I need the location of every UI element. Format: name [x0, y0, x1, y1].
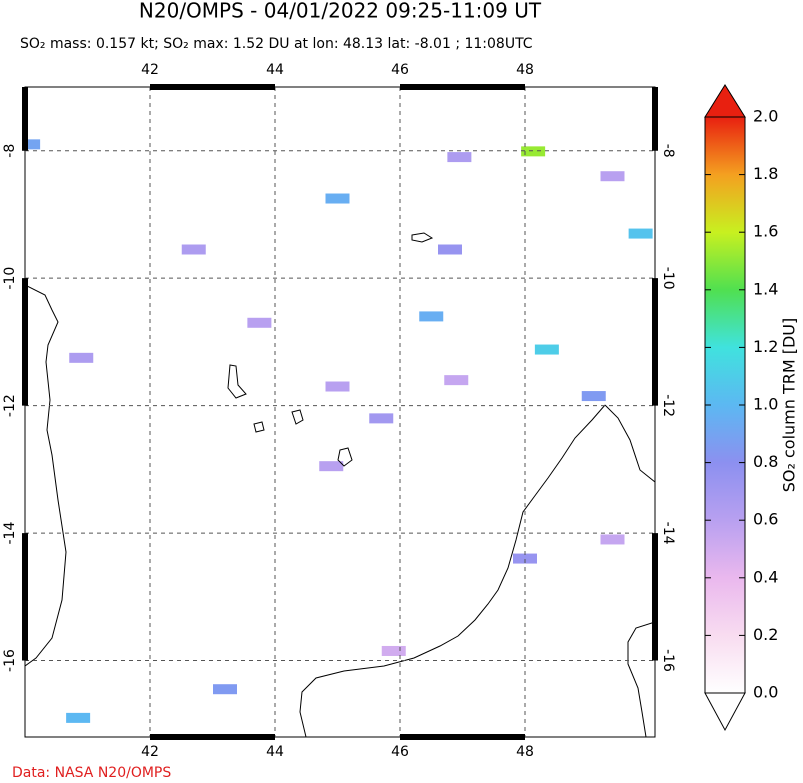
- colorbar-tick-label: 0.6: [753, 510, 778, 529]
- so2-pixel: [447, 152, 472, 163]
- so2-pixel: [513, 553, 537, 564]
- colorbar-tick-label: 0.0: [753, 683, 778, 702]
- so2-pixel: [600, 171, 625, 182]
- so2-pixel: [25, 139, 41, 150]
- so2-pixel: [247, 317, 272, 328]
- so2-pixel: [181, 244, 206, 255]
- y-tick-label: -8: [2, 144, 18, 158]
- so2-pixel: [438, 244, 462, 255]
- so2-pixel: [369, 413, 394, 424]
- x-tick-label: 44: [266, 744, 284, 760]
- so2-pixel: [628, 228, 653, 239]
- y-tick-label: -16: [660, 649, 676, 672]
- y-tick-label: -16: [2, 649, 18, 672]
- colorbar-tick-label: 2.0: [753, 107, 778, 126]
- colorbar-under: [704, 692, 746, 732]
- colorbar-tick-label: 1.2: [753, 337, 778, 356]
- so2-pixel: [521, 146, 546, 157]
- x-tick-label: 42: [141, 744, 159, 760]
- coastlines: [25, 232, 655, 737]
- colorbar-tick-label: 1.8: [753, 164, 778, 183]
- y-tick-label: -12: [660, 394, 676, 417]
- so2-pixel: [381, 645, 406, 656]
- so2-pixel: [325, 381, 350, 392]
- y-tick-label: -8: [660, 144, 676, 158]
- x-tick-label: 48: [516, 744, 534, 760]
- chart-subtitle: SO₂ mass: 0.157 kt; SO₂ max: 1.52 DU at …: [20, 36, 533, 52]
- x-tick-label: 44: [266, 62, 284, 78]
- colorbar-tick-label: 0.2: [753, 625, 778, 644]
- map-frame: [24, 86, 656, 738]
- so2-pixel: [325, 193, 350, 204]
- colorbar-tick-label: 1.0: [753, 395, 778, 414]
- x-tick-label: 48: [516, 62, 534, 78]
- y-tick-label: -12: [2, 394, 18, 417]
- colorbar-tick-label: 1.6: [753, 222, 778, 241]
- so2-pixel: [69, 352, 94, 363]
- colorbar-tick-label: 0.4: [753, 567, 778, 586]
- data-layer: [25, 139, 653, 723]
- so2-pixel: [419, 311, 444, 322]
- footer: Data: NASA N20/OMPS: [12, 765, 171, 781]
- x-tick-label: 46: [391, 62, 409, 78]
- so2-pixel: [213, 684, 237, 695]
- so2-pixel: [444, 375, 469, 386]
- y-tick-label: -10: [660, 267, 676, 290]
- so2-pixel: [581, 391, 606, 402]
- colorbar-tick-label: 0.8: [753, 452, 778, 471]
- so2-pixel: [319, 461, 344, 472]
- colorbar-tick-label: 1.4: [753, 279, 778, 298]
- colorbar-over: [704, 84, 746, 118]
- colorbar-label: SO₂ column TRM [DU]: [780, 318, 799, 493]
- y-tick-label: -10: [2, 267, 18, 290]
- so2-pixel: [66, 712, 91, 723]
- chart-title: N20/OMPS - 04/01/2022 09:25-11:09 UT: [139, 0, 542, 23]
- y-tick-label: -14: [2, 522, 18, 545]
- y-tick-label: -14: [660, 522, 676, 545]
- so2-pixel: [600, 534, 625, 545]
- so2-pixel: [534, 344, 559, 355]
- x-tick-label: 46: [391, 744, 409, 760]
- x-tick-label: 42: [141, 62, 159, 78]
